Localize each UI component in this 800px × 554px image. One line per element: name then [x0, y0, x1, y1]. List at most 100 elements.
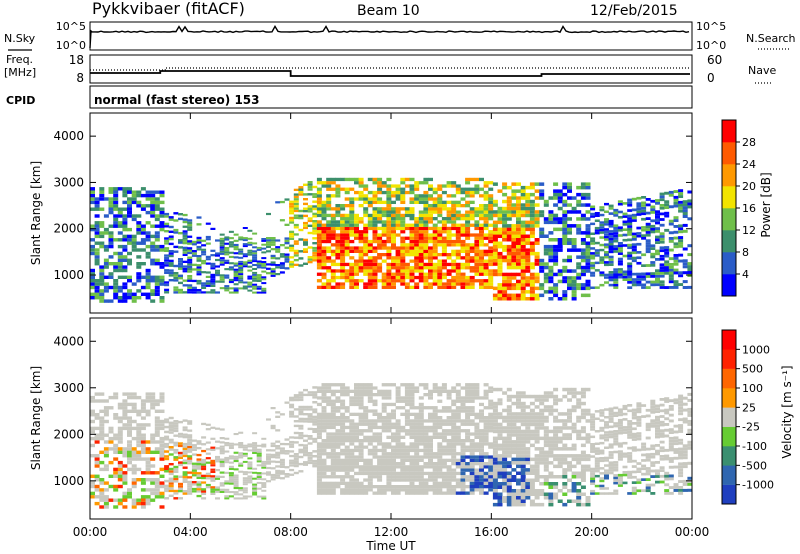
power-cell	[488, 200, 494, 204]
velocity-cell	[145, 395, 151, 400]
power-cell	[178, 274, 183, 277]
velocity-cell	[404, 399, 410, 403]
power-cell	[395, 262, 401, 267]
velocity-cell	[127, 491, 132, 496]
power-cell	[465, 226, 471, 231]
velocity-cell	[520, 447, 526, 451]
power-cell	[465, 266, 471, 270]
velocity-cell	[381, 383, 387, 387]
power-cell	[576, 231, 582, 235]
velocity-cell	[400, 429, 406, 433]
velocity-cell	[168, 426, 174, 429]
velocity-cell	[400, 425, 406, 430]
power-cell	[289, 209, 295, 213]
velocity-cell	[330, 383, 336, 387]
power-cell	[238, 238, 244, 241]
velocity-cell	[451, 439, 457, 443]
velocity-cell	[238, 446, 244, 449]
power-cell	[224, 261, 230, 264]
power-cell	[636, 226, 642, 230]
power-cell	[215, 291, 220, 294]
velocity-cell	[182, 433, 188, 436]
velocity-cell	[154, 450, 160, 454]
velocity-cell	[455, 429, 461, 433]
colorbar-swatch	[722, 120, 736, 143]
velocity-cell	[409, 462, 415, 466]
velocity-cell	[252, 493, 258, 496]
power-cell	[354, 259, 359, 263]
power-cell	[242, 245, 248, 248]
velocity-cell	[261, 437, 267, 440]
velocity-cell	[349, 429, 355, 433]
power-cell	[613, 268, 619, 271]
velocity-cell	[224, 497, 230, 500]
velocity-cell	[94, 413, 100, 417]
power-cell	[367, 223, 373, 227]
power-cell	[428, 282, 433, 286]
power-cell	[604, 210, 609, 213]
power-cell	[650, 224, 656, 228]
velocity-cell	[377, 468, 383, 472]
velocity-cell	[367, 399, 373, 403]
power-cell	[159, 262, 165, 266]
power-cell	[201, 239, 207, 242]
power-cell	[460, 187, 466, 191]
velocity-cell	[136, 454, 142, 458]
power-cell	[488, 213, 494, 218]
velocity-cell	[131, 484, 137, 489]
velocity-cell	[479, 475, 484, 479]
power-cell	[659, 204, 665, 207]
power-cell	[335, 204, 341, 208]
velocity-cell	[571, 482, 577, 486]
velocity-cell	[354, 485, 359, 489]
power-cell	[659, 266, 665, 270]
power-cell	[441, 282, 447, 286]
velocity-cell	[562, 471, 568, 475]
power-cell	[659, 212, 665, 216]
velocity-cell	[492, 440, 498, 444]
velocity-cell	[293, 462, 299, 465]
velocity-cell	[529, 502, 535, 507]
velocity-cell	[344, 485, 350, 489]
power-cell	[256, 278, 262, 280]
power-cell	[446, 239, 452, 244]
velocity-cell	[349, 455, 355, 459]
power-cell	[395, 279, 401, 283]
velocity-cell	[506, 475, 512, 479]
velocity-cell	[520, 433, 526, 437]
velocity-cell	[441, 406, 447, 410]
power-cell	[196, 273, 202, 276]
power-cell	[247, 253, 253, 256]
power-cell	[483, 259, 489, 263]
velocity-cell	[307, 435, 313, 438]
power-cell	[655, 241, 660, 244]
velocity-cell	[377, 485, 383, 489]
power-cell	[293, 209, 299, 213]
power-cell	[465, 243, 471, 247]
velocity-cell	[372, 439, 378, 443]
power-cell	[483, 285, 489, 289]
power-cell	[474, 210, 480, 214]
velocity-cell	[215, 447, 220, 450]
power-cell	[604, 235, 609, 239]
power-cell	[409, 272, 415, 276]
power-cell	[140, 207, 146, 211]
power-cell	[340, 226, 346, 231]
power-cell	[474, 220, 480, 224]
velocity-cell	[576, 429, 582, 434]
power-cell	[330, 223, 336, 227]
power-cell	[497, 293, 503, 298]
velocity-cell	[479, 452, 484, 456]
power-cell	[553, 196, 559, 200]
power-cell	[238, 248, 244, 251]
velocity-cell	[492, 443, 498, 448]
power-cell	[196, 291, 202, 294]
power-cell	[224, 249, 230, 252]
velocity-cell	[103, 454, 109, 458]
velocity-cell	[381, 462, 387, 466]
power-cell	[599, 228, 605, 232]
power-cell	[298, 209, 304, 213]
velocity-cell	[488, 406, 494, 410]
power-cell	[567, 248, 572, 252]
power-cell	[150, 200, 156, 205]
